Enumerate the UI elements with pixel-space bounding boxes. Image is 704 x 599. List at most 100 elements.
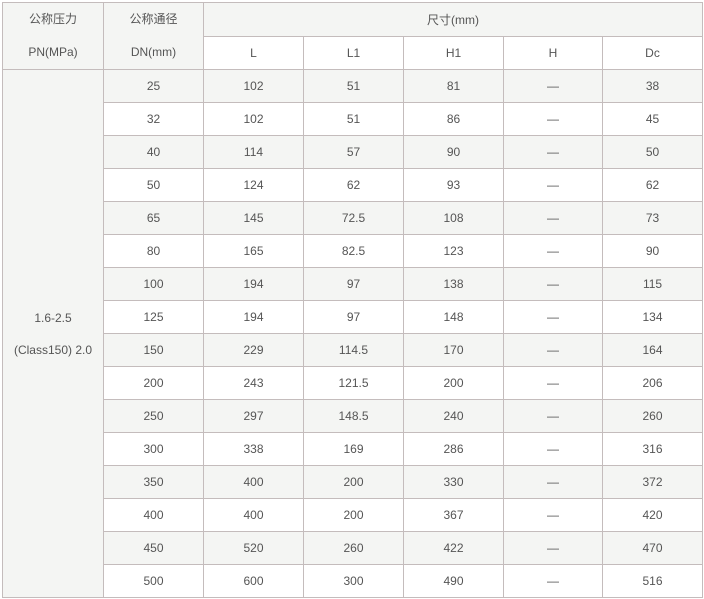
- cell-dn: 350: [103, 465, 204, 499]
- cell-l: 520: [203, 531, 304, 565]
- cell-h: —: [503, 465, 603, 499]
- cell-h: —: [503, 69, 603, 103]
- cell-h1: 330: [403, 465, 504, 499]
- cell-h1: 86: [403, 102, 504, 136]
- cell-h: —: [503, 102, 603, 136]
- table-row: 100 194 97 138—115: [2, 267, 704, 301]
- dimensions-header: 尺寸(mm): [202, 2, 704, 37]
- cell-dc: 73: [601, 201, 704, 235]
- cell-dc: 164: [601, 333, 704, 367]
- pn-header-en: PN(MPa): [28, 45, 78, 59]
- col-header-h1: H1: [403, 35, 504, 70]
- cell-l: 102: [203, 102, 304, 136]
- cell-dc: 206: [601, 366, 704, 400]
- cell-h: —: [503, 564, 603, 598]
- table-row: 125 194 97 148—134: [2, 300, 704, 334]
- cell-dn: 200: [103, 366, 204, 400]
- cell-dn: 65: [103, 201, 204, 235]
- cell-dc: 38: [601, 69, 704, 103]
- cell-l1: 169: [303, 432, 404, 466]
- cell-l: 165: [203, 234, 304, 268]
- cell-l: 229: [203, 333, 304, 367]
- cell-l1: 97: [303, 300, 404, 334]
- col-header-l: L: [203, 35, 304, 70]
- cell-dn: 450: [103, 531, 204, 565]
- cell-h1: 200: [403, 366, 504, 400]
- cell-dc: 420: [601, 498, 704, 532]
- table-row: 500 600 300 490—516: [2, 564, 704, 598]
- cell-l: 194: [203, 300, 304, 334]
- cell-l1: 72.5: [303, 201, 404, 235]
- col-header-l1: L1: [303, 35, 404, 70]
- table-row: 150 229 114.5 170—164: [2, 333, 704, 367]
- pressure-line1: 1.6-2.5: [34, 310, 72, 325]
- cell-dn: 300: [103, 432, 204, 466]
- cell-l: 400: [203, 498, 304, 532]
- cell-h: —: [503, 300, 603, 334]
- cell-dc: 134: [601, 300, 704, 334]
- pn-header: 公称压力 PN(MPa): [2, 2, 104, 70]
- cell-dc: 45: [601, 102, 704, 136]
- cell-l: 124: [203, 168, 304, 202]
- cell-h1: 93: [403, 168, 504, 202]
- cell-h: —: [503, 267, 603, 301]
- cell-dn: 80: [103, 234, 204, 268]
- pressure-cell: 1.6-2.5 (Class150) 2.0: [2, 69, 104, 598]
- cell-dc: 62: [601, 168, 704, 202]
- cell-dn: 50: [103, 168, 204, 202]
- cell-h1: 170: [403, 333, 504, 367]
- table-row: 50 124 62 93—62: [2, 168, 704, 202]
- cell-h: —: [503, 234, 603, 268]
- cell-l: 338: [203, 432, 304, 466]
- dn-header-cn: 公称通径: [129, 12, 178, 26]
- cell-h1: 138: [403, 267, 504, 301]
- cell-h: —: [503, 399, 603, 433]
- cell-l1: 62: [303, 168, 404, 202]
- cell-l1: 51: [303, 102, 404, 136]
- table-row: 32 102 51 86—45: [2, 102, 704, 136]
- cell-l: 297: [203, 399, 304, 433]
- cell-dc: 516: [601, 564, 704, 598]
- table-row: 300 338 169 286—316: [2, 432, 704, 466]
- table-row: 400 400 200 367—420: [2, 498, 704, 532]
- cell-h: —: [503, 432, 603, 466]
- table-row: 80 165 82.5 123—90: [2, 234, 704, 268]
- cell-dc: 470: [601, 531, 704, 565]
- cell-l: 400: [203, 465, 304, 499]
- cell-h: —: [503, 366, 603, 400]
- cell-l1: 121.5: [303, 366, 404, 400]
- cell-h: —: [503, 498, 603, 532]
- cell-l: 102: [203, 69, 304, 103]
- cell-l1: 51: [303, 69, 404, 103]
- cell-dc: 90: [601, 234, 704, 268]
- cell-h1: 123: [403, 234, 504, 268]
- cell-dn: 40: [103, 135, 204, 169]
- cell-l1: 82.5: [303, 234, 404, 268]
- table-row: 450 520 260 422—470: [2, 531, 704, 565]
- cell-h: —: [503, 201, 603, 235]
- cell-dn: 250: [103, 399, 204, 433]
- cell-l: 114: [203, 135, 304, 169]
- col-header-h: H: [503, 35, 603, 70]
- cell-l1: 200: [303, 498, 404, 532]
- cell-dc: 260: [601, 399, 704, 433]
- cell-h1: 240: [403, 399, 504, 433]
- cell-h: —: [503, 531, 603, 565]
- cell-h1: 90: [403, 135, 504, 169]
- table-row: 350 400 200 330—372: [2, 465, 704, 499]
- cell-dc: 372: [601, 465, 704, 499]
- dn-header: 公称通径 DN(mm): [103, 2, 204, 70]
- cell-l1: 97: [303, 267, 404, 301]
- cell-h1: 490: [403, 564, 504, 598]
- cell-h: —: [503, 333, 603, 367]
- cell-dn: 25: [103, 69, 204, 103]
- cell-dn: 32: [103, 102, 204, 136]
- cell-h1: 286: [403, 432, 504, 466]
- cell-l1: 57: [303, 135, 404, 169]
- cell-dc: 50: [601, 135, 704, 169]
- cell-h1: 367: [403, 498, 504, 532]
- table-row: 65 145 72.5 108—73: [2, 201, 704, 235]
- cell-l1: 260: [303, 531, 404, 565]
- cell-dn: 400: [103, 498, 204, 532]
